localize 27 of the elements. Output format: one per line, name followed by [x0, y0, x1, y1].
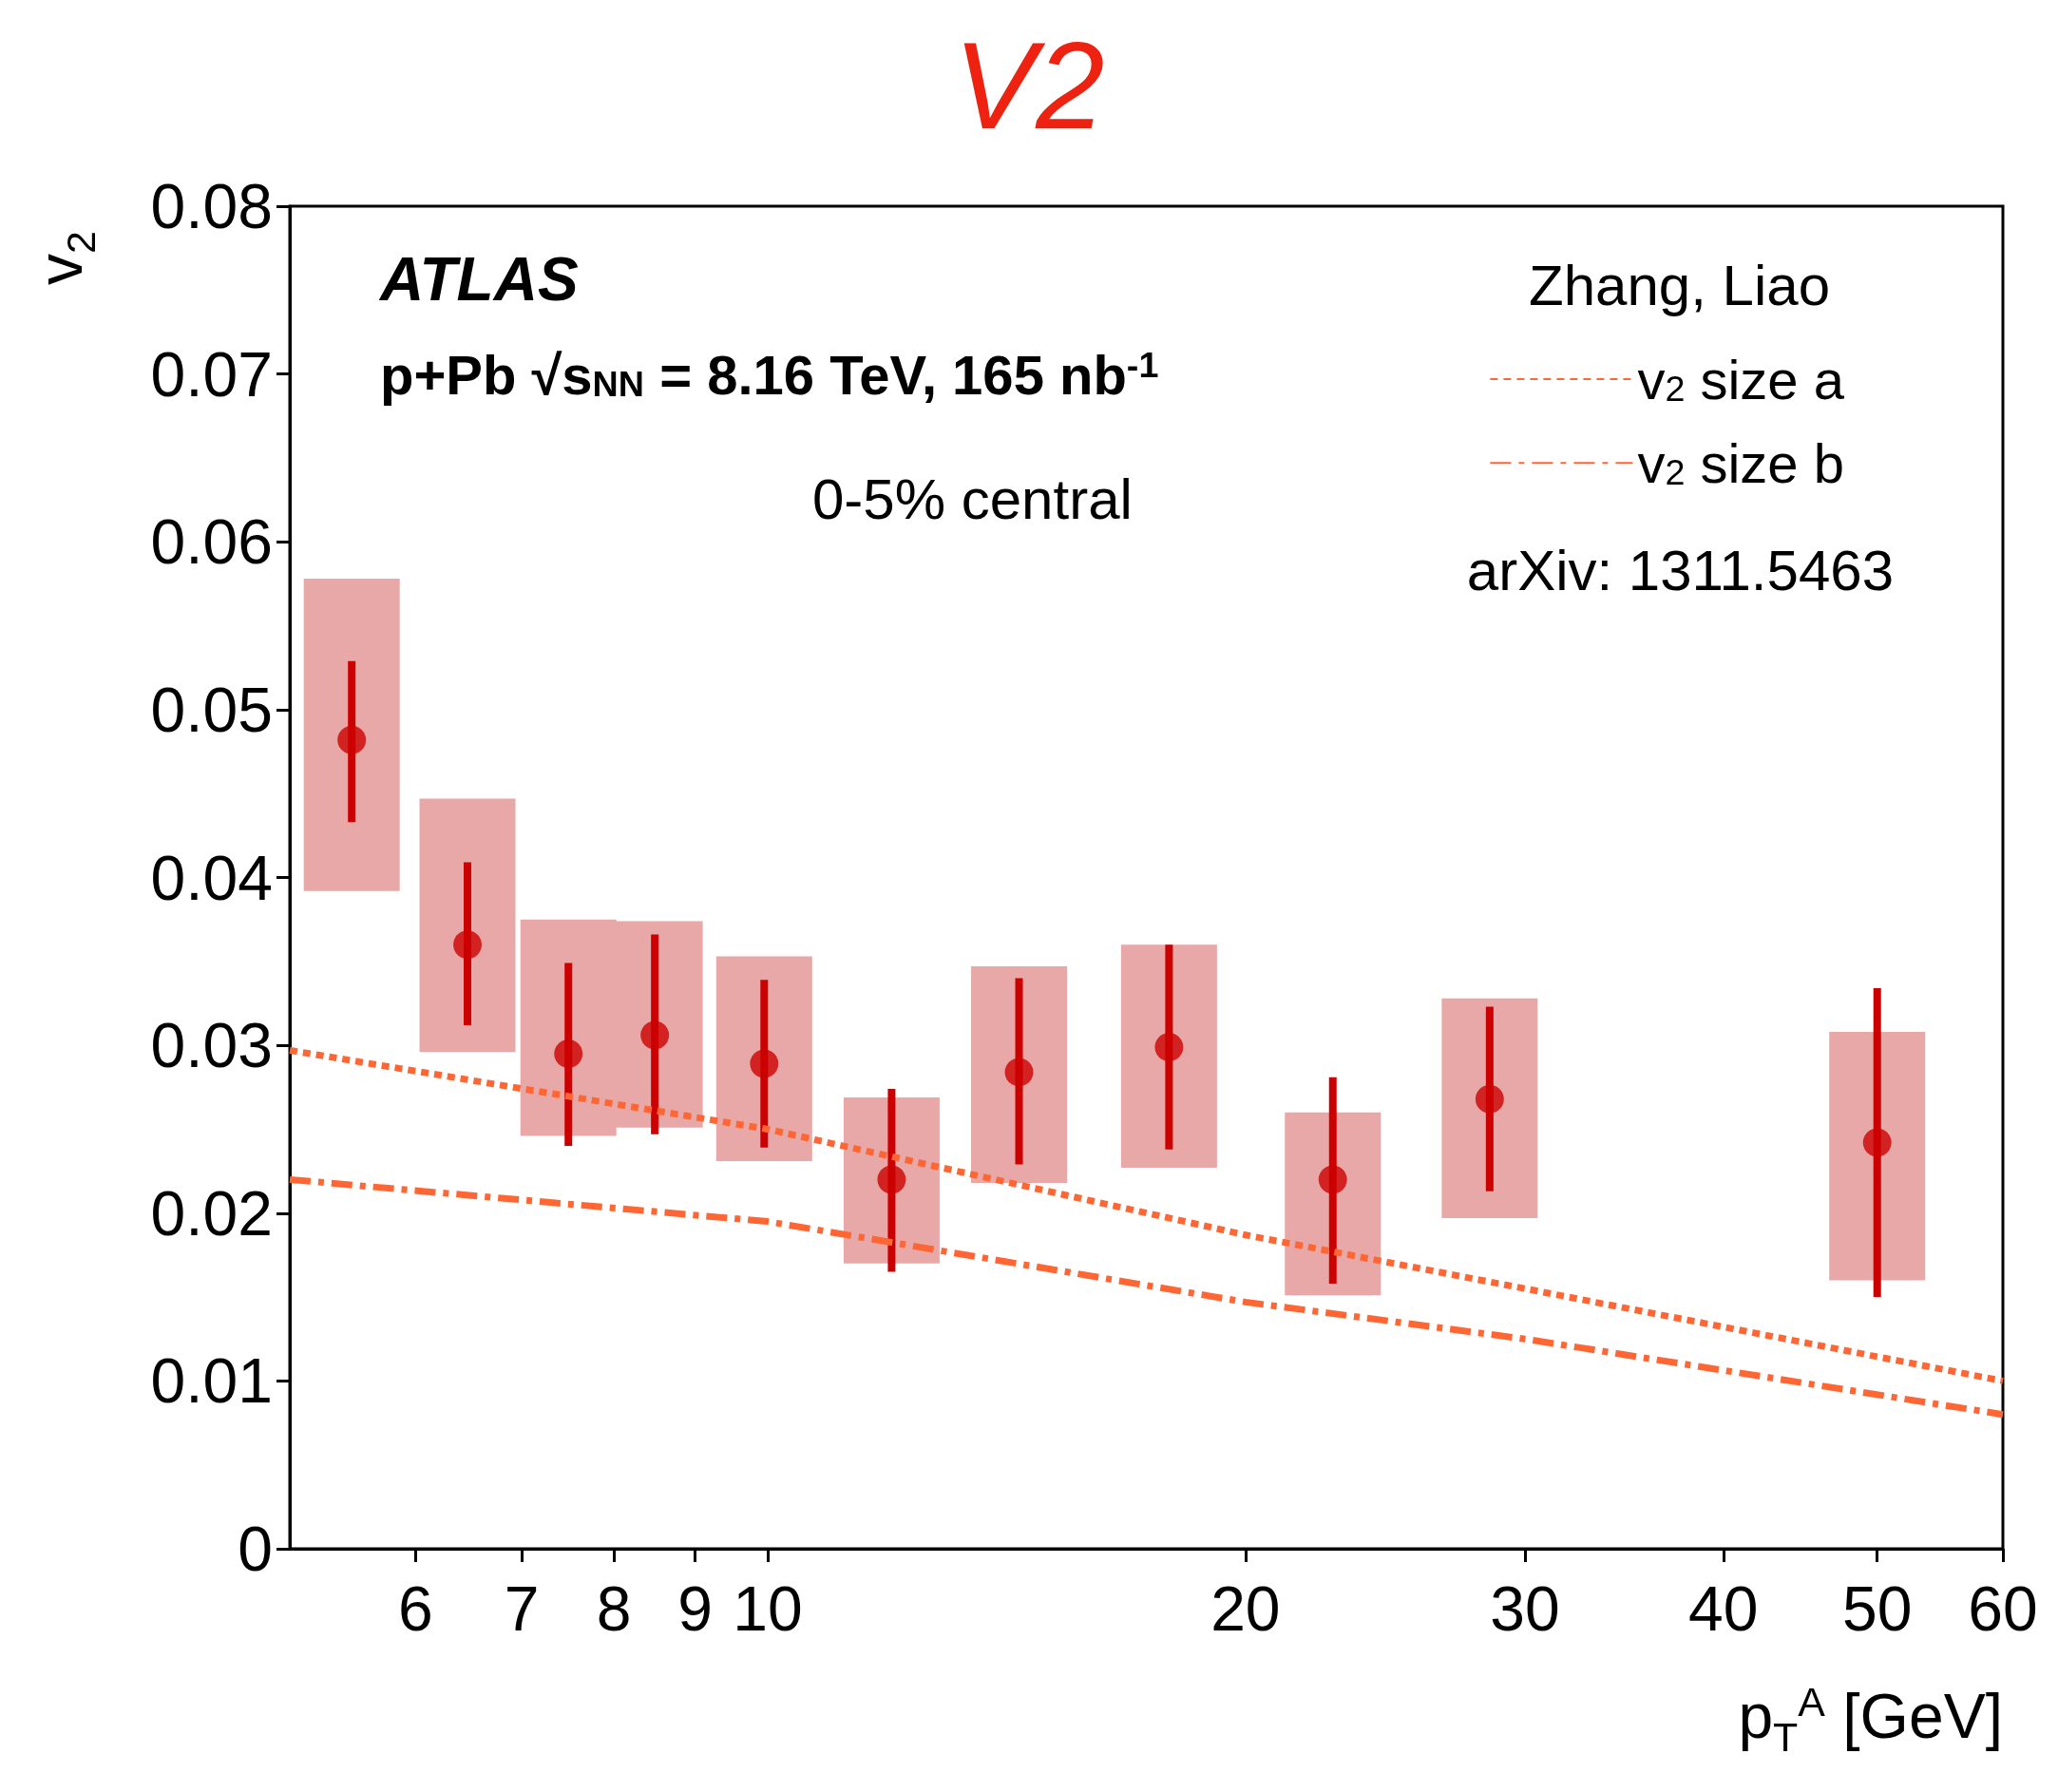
- legend-label: v2 size b: [1637, 431, 1845, 494]
- x-tick-label: 30: [1490, 1573, 1560, 1644]
- y-tick-label: 0.07: [150, 338, 273, 410]
- x-tick-label: 40: [1688, 1573, 1759, 1644]
- y-tick-label: 0.02: [150, 1177, 273, 1249]
- x-tick-label: 20: [1210, 1573, 1281, 1644]
- annotation: ATLAS: [378, 245, 579, 314]
- legend-label: v2 size a: [1637, 348, 1845, 410]
- annotation: 0-5% central: [812, 467, 1133, 531]
- y-tick-label: 0.06: [150, 506, 273, 578]
- x-tick-label: 6: [397, 1573, 433, 1644]
- chart-title: V2: [953, 16, 1105, 155]
- x-tick-label: 9: [677, 1573, 713, 1644]
- y-tick-label: 0.03: [150, 1010, 273, 1081]
- annotation: arXiv: 1311.5463: [1466, 538, 1895, 602]
- y-tick-label: 0.01: [150, 1345, 273, 1417]
- x-tick-label: 8: [596, 1573, 632, 1644]
- y-tick-label: 0.04: [150, 842, 273, 913]
- y-tick-label: 0.08: [150, 171, 273, 241]
- legend-title: Zhang, Liao: [1529, 253, 1830, 317]
- x-tick-label: 10: [733, 1573, 803, 1644]
- x-axis-title: p$_{T}$$^{A}$ [GeV]: [1738, 1679, 2003, 1761]
- y-tick-label: 0: [238, 1514, 273, 1584]
- x-tick-label: 60: [1968, 1573, 2038, 1644]
- y-tick-label: 0.05: [150, 674, 273, 745]
- x-tick-label: 50: [1842, 1573, 1913, 1644]
- x-tick-label: 7: [504, 1573, 540, 1644]
